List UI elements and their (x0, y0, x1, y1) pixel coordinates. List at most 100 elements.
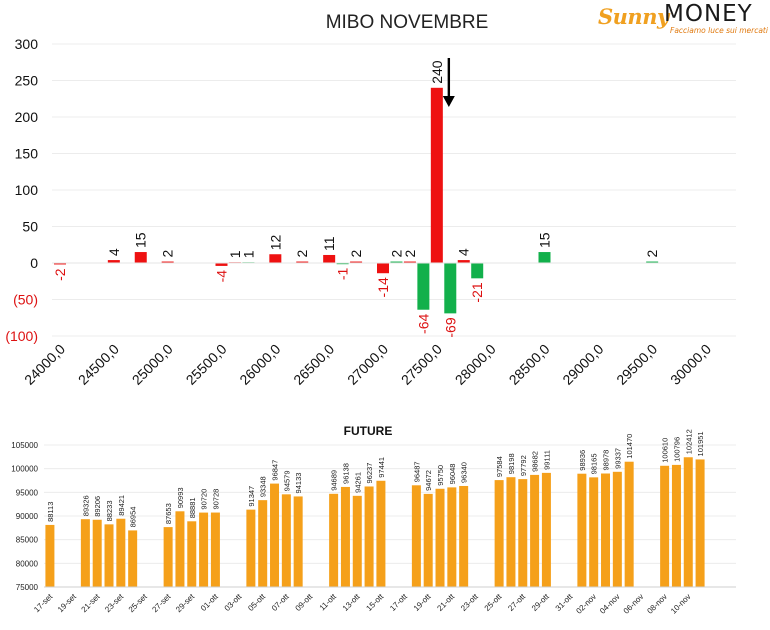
bar (134, 252, 147, 263)
x-tick-label: 11-ott (318, 592, 339, 613)
data-label: -21 (469, 282, 485, 302)
data-label: -2 (52, 268, 68, 281)
bar (281, 494, 291, 587)
y-tick-label: 100000 (11, 465, 38, 474)
bar (270, 483, 280, 587)
data-label: 96487 (412, 461, 421, 482)
mibo-open-interest-chart: MIBO NOVEMBRE 300 250 200 150 100 50 0 (50) (100)… (5, 12, 736, 388)
data-label: 2 (402, 250, 418, 258)
y-tick-label: 75000 (16, 583, 39, 592)
data-label: 2 (348, 250, 364, 258)
data-label: 96847 (271, 460, 280, 481)
data-label: 94579 (282, 470, 291, 491)
bar (506, 477, 516, 587)
data-label: 94689 (330, 470, 339, 491)
y-tick-label: 150 (15, 146, 39, 162)
bar (128, 530, 138, 587)
bar (293, 496, 303, 587)
y-tick-label: 95000 (16, 488, 39, 497)
bar (175, 511, 185, 587)
data-label: 94133 (294, 473, 303, 494)
bar (447, 487, 457, 587)
data-label: 89421 (117, 495, 126, 516)
bar (423, 493, 433, 587)
data-label: 97441 (377, 457, 386, 478)
bar (530, 474, 540, 587)
x-tick-label: 23-ott (459, 592, 480, 613)
data-label: 2 (160, 250, 176, 258)
data-label: 88881 (188, 497, 197, 518)
data-label: 11 (321, 236, 337, 251)
data-label: 90993 (176, 487, 185, 508)
data-label: 101470 (625, 434, 634, 459)
logo-tagline: Facciamo luce sui mercati (670, 26, 768, 35)
data-label: 4 (456, 248, 472, 256)
x-tick-label: 09-ott (294, 592, 315, 613)
bar (54, 263, 66, 265)
y-tick-label: 100 (15, 182, 39, 198)
bar (695, 459, 705, 587)
y-tick-label: 90000 (16, 512, 39, 521)
data-label: 88113 (46, 502, 55, 522)
bar (376, 480, 386, 587)
data-label: -64 (415, 314, 431, 334)
bar (352, 495, 362, 587)
x-tick-label: 05-ott (246, 592, 267, 613)
bar (258, 500, 268, 587)
bar (161, 261, 174, 263)
data-label: 98682 (531, 451, 540, 472)
bar (601, 473, 611, 587)
chart-title: MIBO NOVEMBRE (326, 12, 489, 33)
data-label: 96048 (448, 464, 457, 485)
bar (215, 263, 228, 266)
data-label: 91347 (247, 486, 256, 507)
y-tick-label: 200 (15, 109, 39, 125)
data-label: 15 (133, 232, 149, 248)
data-label: 97792 (519, 455, 528, 476)
data-label: -4 (214, 270, 230, 283)
data-label: 100610 (661, 438, 670, 463)
bar (430, 87, 443, 263)
bar (541, 472, 551, 587)
x-tick-label: 25-set (127, 592, 150, 615)
x-tick-label: 19-ott (412, 592, 433, 613)
data-label: 97584 (495, 456, 504, 477)
data-label: 90720 (200, 489, 209, 510)
data-label: 95750 (436, 465, 445, 486)
x-tick-label: 08-nov (645, 592, 669, 616)
data-label: -14 (375, 277, 391, 297)
data-label: 102412 (684, 429, 693, 454)
data-label: 93348 (259, 476, 268, 497)
bar (187, 521, 197, 587)
data-label: 100796 (672, 437, 681, 462)
data-label: 87653 (164, 503, 173, 524)
bar (92, 519, 102, 587)
bar (269, 254, 282, 263)
arrow-head (442, 96, 455, 107)
data-label: 98936 (578, 450, 587, 471)
data-label: 96138 (341, 463, 350, 484)
sunny-money-logo: Sunny MONEY Facciamo luce sui mercati (592, 1, 768, 42)
data-label: 1 (240, 250, 256, 258)
bar (107, 260, 120, 263)
data-label: -1 (335, 268, 351, 281)
data-label: 101951 (696, 431, 705, 456)
x-tick-label: 02-nov (574, 592, 598, 616)
x-tick-label: 06-nov (622, 592, 646, 616)
bar (246, 509, 256, 587)
data-label: 2 (644, 250, 660, 258)
bar (612, 471, 622, 587)
y-tick-label: (50) (13, 292, 38, 308)
bar (577, 473, 587, 587)
x-tick-label: 03-ott (223, 592, 244, 613)
x-tick-label: 19-set (56, 592, 79, 615)
x-tick-label: 31-ott (554, 592, 575, 613)
bar (435, 488, 445, 587)
x-tick-label: 29-set (174, 592, 197, 615)
x-tick-label: 25-ott (483, 592, 504, 613)
bar (80, 519, 90, 587)
bar (518, 479, 528, 587)
x-tick-label: 29-ott (530, 592, 551, 613)
x-tick-label: 17-ott (388, 592, 409, 613)
data-label: 89326 (81, 495, 90, 516)
